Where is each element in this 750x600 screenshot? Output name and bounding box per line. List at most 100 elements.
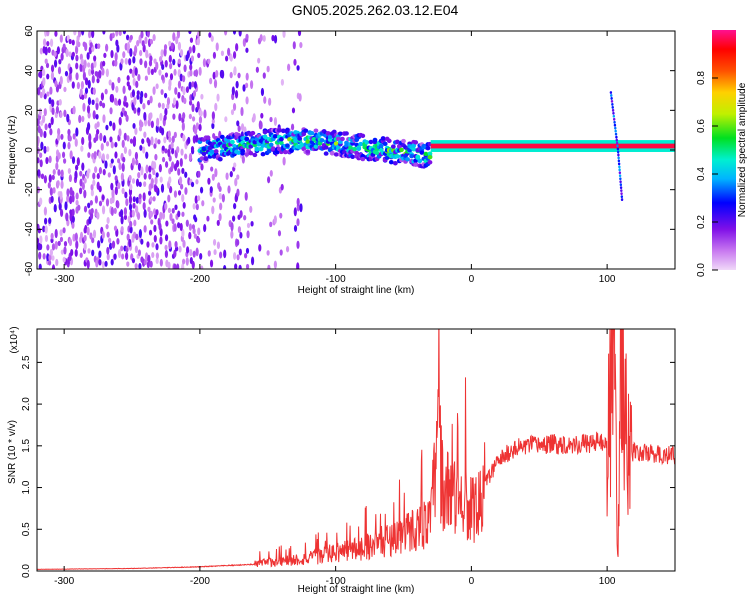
spectrogram-cell [51, 243, 56, 251]
spectrogram-x-label: Height of straight line (km) [298, 285, 415, 296]
snr-panel: -300 -200 -100 0 100 0.0 0.5 1.0 1.5 2.0 2.5 Heig… [7, 326, 676, 595]
spectrogram-cell [144, 92, 148, 99]
spectrogram-cell [245, 96, 249, 105]
spectrogram-cell [150, 120, 154, 129]
spectrogram-cell [303, 128, 309, 133]
spectrogram-cell [210, 35, 214, 42]
spectrogram-cell [146, 31, 150, 38]
spectrogram-cell [50, 116, 54, 126]
spectrogram-cell [96, 77, 100, 84]
spectrogram-cell [135, 233, 139, 241]
spectrogram-cell [86, 105, 91, 114]
spectrogram-cell [612, 114, 616, 118]
spectrogram-cell [81, 182, 85, 190]
spectrogram-cell [129, 138, 134, 144]
snr-x-ticks: -300 -200 -100 0 100 [54, 329, 616, 587]
spectrogram-cell [214, 168, 218, 178]
spectrogram-cell [168, 54, 172, 63]
spectrogram-cell [40, 141, 44, 151]
spectrogram-cell [164, 161, 169, 168]
spectrogram-cell [615, 141, 619, 145]
spectrogram-cell [62, 227, 66, 234]
spectrogram-cell [177, 41, 182, 51]
spectrogram-cell [114, 151, 118, 159]
spectrogram-cell [102, 114, 106, 124]
spectrogram-cell [159, 176, 163, 183]
spectrogram-cell [171, 135, 175, 143]
spectrogram-cell [234, 89, 239, 99]
spectrogram-cell [178, 113, 182, 122]
spectrogram-cell [250, 256, 255, 266]
spectrogram-cell [203, 156, 209, 162]
spectrogram-cell [225, 55, 229, 62]
spectrogram-cell [74, 138, 78, 147]
spectrogram-cell [120, 58, 124, 65]
spectrogram-cell [192, 203, 196, 210]
spectrogram-cell [157, 139, 161, 145]
spectrogram-cell [169, 73, 174, 81]
spectrogram-cell [75, 54, 79, 62]
spectrogram-cell [63, 246, 67, 255]
spectrogram-cell [89, 232, 93, 240]
spectrogram-cell [67, 141, 71, 150]
spectrogram-cell [116, 238, 120, 245]
spectrogram-cell [610, 94, 613, 97]
spectrogram-cell [155, 61, 159, 71]
spectrogram-cell [613, 120, 616, 124]
spectrogram-cell [170, 141, 174, 149]
spectrogram-cell [323, 145, 329, 150]
spectrogram-cell [244, 82, 249, 89]
spectrogram-cell [68, 38, 72, 45]
spectrogram-cell [252, 152, 258, 158]
spectrogram-cell [614, 132, 618, 136]
x-tick-label: -300 [54, 576, 74, 587]
spectrogram-cell [614, 129, 617, 133]
spectrogram-cell [158, 222, 162, 231]
snr-frame [36, 328, 676, 572]
spectrogram-cell [615, 138, 618, 142]
spectrogram-cell [176, 222, 181, 229]
spectrogram-cell [101, 153, 105, 161]
spectrogram-cell [45, 62, 50, 69]
spectrogram-cell [182, 201, 186, 209]
spectrogram-cell [121, 253, 125, 260]
spectrogram-cell [79, 63, 83, 73]
spectrogram-cell [195, 247, 199, 257]
spectrogram-cell [102, 168, 106, 176]
spectrogram-cell [152, 161, 157, 170]
spectrogram-cell [132, 56, 136, 64]
spectrogram-cell [87, 152, 91, 158]
spectrogram-cell [37, 136, 40, 145]
spectrogram-cell [89, 42, 93, 48]
spectrogram-cell [54, 240, 58, 250]
spectrogram-cell [133, 96, 137, 106]
spectrogram-cell [270, 146, 276, 151]
spectrogram-cell [397, 144, 402, 149]
spectrogram-cell [157, 102, 162, 108]
spectrogram-cell [47, 182, 51, 189]
spectrogram-cell [50, 64, 55, 73]
spectrogram-cell [39, 197, 43, 206]
spectrogram-cell [155, 172, 159, 178]
spectrogram-cell [238, 248, 242, 256]
spectrogram-cell [161, 63, 165, 70]
spectrogram-cell [129, 34, 133, 41]
spectrogram-cell [223, 249, 227, 259]
spectrogram-cell [49, 86, 53, 95]
spectrogram-cell [273, 215, 277, 225]
spectrogram-cell [159, 55, 163, 63]
spectrogram-cell [216, 93, 220, 102]
spectrogram-cell [611, 102, 614, 106]
spectrogram-cell [120, 215, 124, 225]
spectrogram-cell [168, 136, 172, 143]
spectrogram-cell [43, 175, 48, 184]
spectrogram-cell [249, 205, 253, 213]
spectrogram-cell [123, 95, 127, 103]
spectrogram-cell [263, 96, 267, 104]
spectrogram-cell [151, 252, 155, 259]
spectrogram-cell [39, 152, 43, 159]
spectrogram-cell [109, 136, 113, 143]
spectrogram-cell [145, 164, 149, 174]
spectrogram-cell [340, 136, 345, 142]
